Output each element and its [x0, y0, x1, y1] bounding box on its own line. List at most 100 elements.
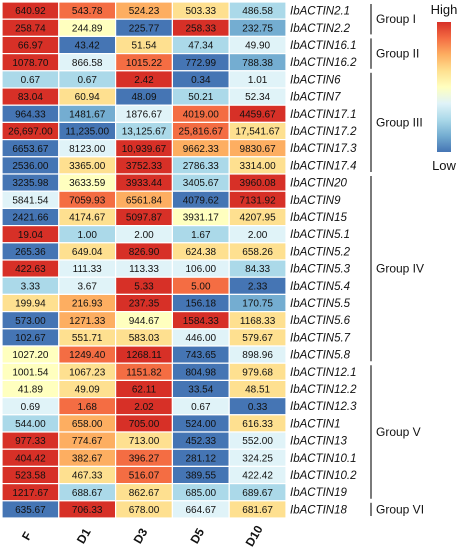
cell-value-label: 3.67: [77, 281, 97, 292]
cell-value-label: 685.00: [186, 488, 217, 499]
cell-value-label: 17,541.67: [235, 127, 280, 138]
gene-row-label: IbACTIN5.6: [290, 315, 351, 327]
cell-value-label: 113.33: [129, 264, 159, 275]
cell-value-label: 9830.67: [240, 144, 277, 155]
cell-value-label: 446.00: [186, 333, 217, 344]
cell-value-label: 2786.33: [183, 161, 220, 172]
cell-value-label: 111.33: [73, 264, 103, 275]
cell-value-label: 225.77: [129, 23, 160, 34]
group-label: Group III: [376, 115, 423, 129]
cell-value-label: 705.00: [129, 419, 160, 430]
gene-row-label: IbACTIN19: [290, 487, 347, 499]
heatmap-cell: [228, 500, 287, 519]
gene-row-label: IbACTIN7: [290, 92, 341, 104]
cell-value-label: 977.33: [15, 436, 46, 447]
cell-value-label: 422.63: [15, 264, 46, 275]
cell-value-label: 804.98: [186, 367, 217, 378]
cell-value-label: 6653.67: [12, 144, 49, 155]
gene-row-label: IbACTIN20: [290, 178, 347, 190]
cell-value-label: 244.89: [72, 23, 103, 34]
cell-value-label: 1078.70: [12, 58, 49, 69]
cell-value-label: 404.42: [15, 453, 46, 464]
legend-low-label: Low: [432, 158, 456, 173]
cell-value-label: 3314.00: [240, 161, 277, 172]
gene-row-label: IbACTIN5.8: [290, 350, 351, 362]
gene-row-label: IbACTIN16.2: [290, 57, 357, 69]
cell-value-label: 1015.22: [126, 58, 163, 69]
cell-value-label: 106.00: [186, 264, 217, 275]
cell-value-label: 19.04: [18, 230, 43, 241]
sample-column-label: D10: [243, 523, 266, 549]
cell-value-label: 788.38: [242, 58, 273, 69]
cell-value-label: 50.21: [188, 92, 213, 103]
cell-value-label: 1027.20: [12, 350, 49, 361]
cell-value-label: 1271.33: [69, 316, 106, 327]
cell-value-label: 1249.40: [69, 350, 106, 361]
cell-value-label: 979.68: [242, 367, 273, 378]
cell-value-label: 1.00: [77, 230, 97, 241]
cell-value-label: 774.67: [72, 436, 103, 447]
cell-value-label: 5097.87: [126, 213, 163, 224]
cell-value-label: 258.74: [15, 23, 46, 34]
cell-value-label: 0.33: [248, 402, 268, 413]
cell-value-label: 1.67: [191, 230, 211, 241]
cell-value-label: 52.34: [245, 92, 270, 103]
cell-value-label: 1876.67: [126, 109, 163, 120]
cell-value-label: 102.67: [15, 333, 46, 344]
cell-value-label: 232.75: [242, 23, 273, 34]
cell-value-label: 0.34: [191, 75, 211, 86]
group-label: Group VI: [376, 502, 424, 516]
cell-value-label: 84.33: [245, 264, 270, 275]
cell-value-label: 47.34: [188, 41, 213, 52]
cell-value-label: 41.89: [18, 385, 43, 396]
cell-value-label: 11,235.00: [65, 127, 109, 138]
cell-value-label: 396.27: [129, 453, 160, 464]
group-label: Group II: [376, 47, 419, 61]
cell-value-label: 658.00: [72, 419, 103, 430]
gene-row-label: IbACTIN17.1: [290, 109, 356, 121]
cell-value-label: 524.00: [186, 419, 217, 430]
cell-value-label: 422.42: [242, 471, 273, 482]
cell-value-label: 2.02: [134, 402, 154, 413]
cell-value-label: 3365.00: [69, 161, 106, 172]
cell-value-label: 713.00: [129, 436, 160, 447]
cell-value-label: 467.33: [72, 471, 103, 482]
cell-value-label: 25,816.67: [179, 127, 224, 138]
gene-row-label: IbACTIN17.4: [290, 160, 356, 172]
cell-value-label: 60.94: [75, 92, 100, 103]
cell-value-label: 26,697.00: [8, 127, 53, 138]
cell-value-label: 3.33: [21, 281, 41, 292]
cell-value-label: 62.11: [132, 385, 157, 396]
gene-row-label: IbACTIN18: [290, 504, 347, 516]
cell-value-label: 265.36: [15, 247, 46, 258]
cell-value-label: 1168.33: [240, 316, 276, 327]
cell-value-label: 5.33: [134, 281, 154, 292]
cell-value-label: 681.67: [242, 505, 273, 516]
cell-value-label: 13,125.67: [122, 127, 167, 138]
gene-row-label: IbACTIN12.3: [290, 401, 357, 413]
cell-value-label: 237.35: [129, 299, 160, 310]
cell-value-label: 4079.62: [183, 195, 220, 206]
gene-row-label: IbACTIN15: [290, 212, 347, 224]
cell-value-label: 83.04: [18, 92, 43, 103]
cell-value-label: 635.67: [15, 505, 46, 516]
cell-value-label: 544.00: [15, 419, 46, 430]
legend-color-bar: [437, 22, 451, 152]
cell-value-label: 743.65: [186, 350, 217, 361]
cell-value-label: 579.67: [242, 333, 273, 344]
cell-value-label: 524.23: [129, 6, 160, 17]
cell-value-label: 216.93: [72, 299, 103, 310]
cell-value-label: 689.67: [242, 488, 273, 499]
cell-value-label: 3960.08: [240, 178, 277, 189]
gene-row-label: IbACTIN10.2: [290, 470, 357, 482]
cell-value-label: 170.75: [242, 299, 273, 310]
cell-value-label: 543.78: [72, 6, 103, 17]
cell-value-label: 1067.23: [69, 367, 106, 378]
cell-value-label: 7059.93: [69, 195, 106, 206]
gene-row-label: IbACTIN16.1: [290, 40, 356, 52]
cell-value-label: 1151.82: [126, 367, 162, 378]
cell-value-label: 583.03: [129, 333, 160, 344]
cell-value-label: 452.33: [186, 436, 217, 447]
cell-value-label: 503.33: [186, 6, 217, 17]
